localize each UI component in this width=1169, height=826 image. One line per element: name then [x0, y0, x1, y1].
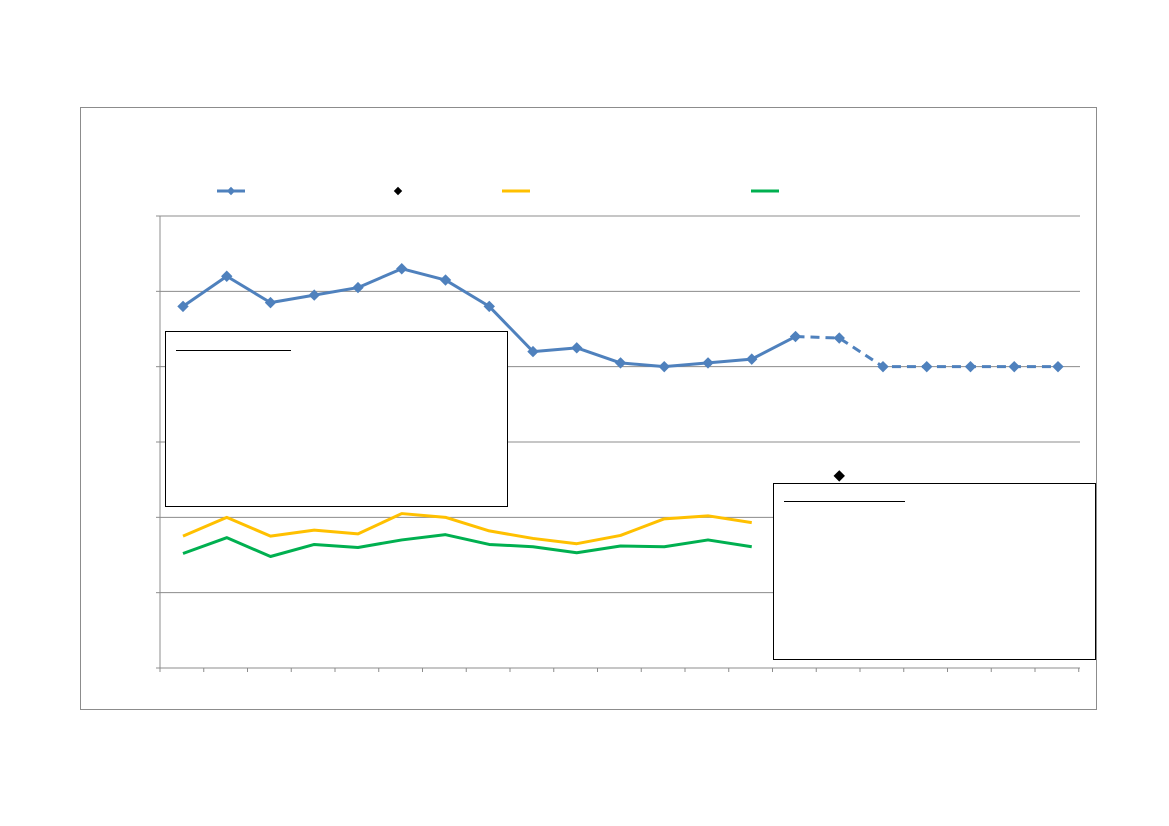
data-point [571, 342, 583, 354]
data-point [658, 360, 670, 373]
series-4 [182, 533, 752, 559]
legend-entry-1 [217, 186, 245, 196]
data-point [877, 360, 889, 373]
data-point [614, 357, 627, 369]
data-point [921, 360, 933, 373]
legend-entry-2 [393, 186, 403, 196]
annotation-box-left [165, 331, 508, 507]
series-line [182, 512, 752, 546]
data-point [702, 357, 714, 369]
data-point [1052, 360, 1064, 373]
series-lines [177, 263, 1064, 559]
series-3 [182, 512, 752, 546]
data-point [527, 345, 539, 358]
data-point [352, 281, 364, 294]
legend-marker [226, 186, 236, 196]
data-point [264, 296, 277, 309]
data-point [439, 274, 452, 286]
data-point [1008, 360, 1020, 373]
data-point [964, 360, 977, 373]
annotation-underline [176, 350, 291, 351]
annotation-underline [784, 501, 905, 502]
data-point [308, 289, 320, 301]
annotation-box-right [773, 483, 1096, 660]
legend-marker [393, 186, 403, 196]
data-point [221, 270, 233, 282]
axes [156, 215, 1080, 672]
series-1 [177, 263, 1064, 373]
data-point [483, 300, 495, 313]
data-point [833, 470, 845, 482]
data-point [177, 300, 189, 313]
data-point [746, 353, 758, 365]
data-point [396, 263, 408, 275]
data-point [833, 332, 845, 344]
series-line [182, 533, 752, 559]
data-point [789, 330, 802, 343]
series-2 [833, 470, 845, 482]
legend [217, 186, 779, 196]
